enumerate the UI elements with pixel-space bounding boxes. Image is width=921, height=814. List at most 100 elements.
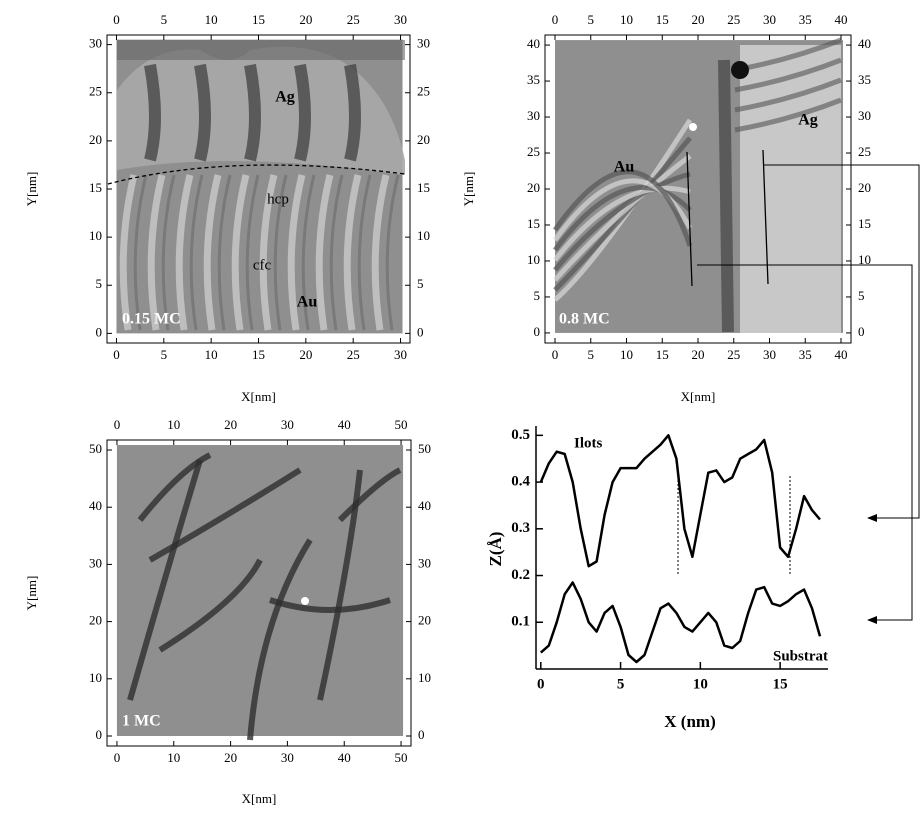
x-tick-label: 20 [299,347,312,362]
x-tick-label: 10 [167,417,180,432]
texture [217,174,232,331]
x-tick-label: 20 [692,347,705,362]
texture [552,178,693,242]
texture [117,40,405,60]
texture [301,174,316,331]
texture [371,174,390,331]
texture [553,185,692,252]
texture [203,174,222,331]
y-axis-label: Z(Å) [486,532,505,567]
y-tick-label: 20 [527,180,540,195]
texture [553,118,693,302]
series-label: Ilots [574,435,603,451]
y-axis-label: Y[nm] [24,172,39,207]
profile-line [686,151,693,287]
texture [740,45,841,333]
x-tick-label: 20 [224,750,237,765]
texture [385,174,400,331]
texture [175,174,194,331]
x-tick-label: 50 [395,417,408,432]
x-tick-label: 30 [394,347,407,362]
y-tick-label: 0 [96,324,103,339]
y-tick-label: 0.4 [511,474,530,490]
texture [189,174,204,331]
texture [301,597,309,605]
texture [127,459,203,701]
y-axis-label: Y[nm] [24,576,39,611]
texture [337,467,402,523]
stm-image [552,37,843,333]
y-tick-label: 0.5 [511,427,530,443]
x-tick-label: 30 [281,750,294,765]
y-tick-label: 25 [417,84,430,99]
coverage-label: 1 MC [122,713,161,730]
x-tick-label: 35 [799,347,812,362]
y-tick-label: 5 [417,276,424,291]
x-tick-label: 10 [205,347,218,362]
y-tick-label: 40 [527,36,540,51]
x-tick-label: 40 [834,347,847,362]
y-tick-label: 35 [527,72,540,87]
x-tick-label: 40 [834,12,847,27]
x-tick-label: 30 [763,12,776,27]
texture [245,174,260,331]
texture [553,154,692,282]
x-tick-label: 10 [620,347,633,362]
y-tick-label: 20 [418,613,431,628]
y-tick-label: 20 [89,613,102,628]
y-tick-label: 25 [527,144,540,159]
y-tick-label: 5 [858,288,865,303]
x-axis-label: X[nm] [681,389,716,404]
texture [294,63,311,162]
texture [119,174,138,331]
texture [689,123,697,131]
texture [269,597,391,613]
profile-line [762,149,769,285]
x-tick-label: 20 [299,12,312,27]
y-tick-label: 50 [89,441,102,456]
texture [329,174,344,331]
texture [317,469,363,701]
texture [148,467,302,563]
annotation: Au [297,294,318,311]
x-tick-label: 30 [394,12,407,27]
texture [161,174,176,331]
y-tick-label: 20 [858,180,871,195]
y-tick-label: 0 [418,727,425,742]
x-tick-label: 0 [113,12,120,27]
texture [133,174,148,331]
y-tick-label: 0 [534,324,541,339]
x-tick-label: 15 [773,676,788,692]
texture [315,174,334,331]
texture [231,174,250,331]
y-tick-label: 15 [527,216,540,231]
y-tick-label: 30 [418,555,431,570]
y-tick-label: 20 [417,132,430,147]
x-axis-label: X[nm] [242,791,277,806]
y-tick-label: 0.3 [511,520,530,536]
x-tick-label: 5 [617,676,625,692]
x-axis-label: X[nm] [241,389,276,404]
x-tick-label: 35 [799,12,812,27]
annotation: hcp [267,191,289,207]
x-tick-label: 15 [656,347,669,362]
y-tick-label: 30 [417,36,430,51]
coverage-label: 0.8 MC [559,311,610,328]
x-tick-label: 0 [114,417,121,432]
texture [734,57,842,93]
y-tick-label: 0.1 [511,614,530,630]
y-axis-label: Y[nm] [461,172,476,207]
x-tick-label: 30 [763,347,776,362]
y-tick-label: 20 [89,132,102,147]
y-tick-label: 15 [89,180,102,195]
boundary-line [107,164,406,185]
texture [553,136,692,292]
connector-arrow [697,264,913,624]
x-tick-label: 15 [252,347,265,362]
x-tick-label: 25 [347,12,360,27]
texture [273,174,288,331]
x-tick-label: 20 [224,417,237,432]
y-tick-label: 10 [417,228,430,243]
